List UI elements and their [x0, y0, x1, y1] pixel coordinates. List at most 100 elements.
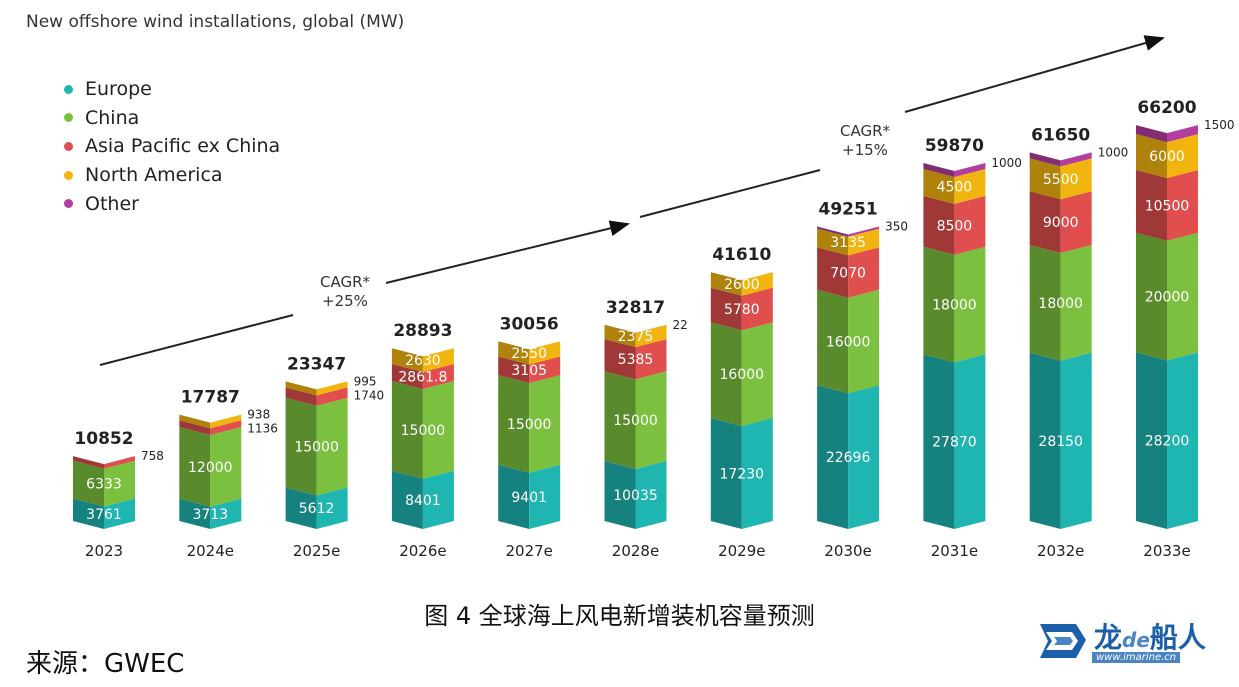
- legend-item-china: China: [64, 104, 280, 133]
- bar-2025e-north-america-left: [285, 381, 317, 396]
- bar-2027e-china-left: [498, 375, 530, 473]
- cagr-annotation-1: CAGR* +25%: [310, 273, 380, 311]
- total-label-2033e: 66200: [1137, 98, 1196, 118]
- value-label-2030e-china: 16000: [826, 334, 871, 350]
- logo-text-b: de: [1122, 628, 1150, 652]
- value-label-2031e-europe: 27870: [932, 435, 977, 451]
- bar-2026e-china-right: [422, 381, 454, 479]
- trend-line-1a: [99, 314, 294, 366]
- value-label-2027e-china: 15000: [507, 417, 552, 433]
- bar-2028e-north-america-left: [604, 324, 636, 348]
- bar-2030e-north-america-right: [848, 228, 880, 256]
- bar-2024e-china-left: [179, 427, 211, 507]
- bar-2032e-other-left: [1029, 152, 1061, 167]
- value-label-2032e-china: 18000: [1038, 296, 1083, 312]
- bar-2027e-north-america-left: [498, 341, 530, 365]
- bar-2024e-north-america-right: [210, 414, 242, 429]
- value-label-2024e-china: 12000: [188, 460, 233, 476]
- legend-swatch-north-america: [64, 170, 73, 180]
- trend-line-1b: [385, 220, 630, 284]
- value-label-2028e-europe: 10035: [613, 488, 658, 504]
- legend-swatch-other: [64, 199, 73, 209]
- value-label-2030e-europe: 22696: [826, 450, 871, 466]
- value-label-2031e-apac: 8500: [937, 218, 973, 234]
- figure-caption: 图 4 全球海上风电新增装机容量预测: [424, 602, 815, 630]
- x-tick-2027e: 2027e: [505, 542, 552, 560]
- legend-item-europe: Europe: [64, 75, 280, 104]
- legend-item-other: Other: [64, 189, 280, 218]
- legend-item-north-america: North America: [64, 161, 280, 190]
- bar-2032e-apac-right: [1060, 191, 1092, 254]
- value-label-2033e-other: 1500: [1204, 118, 1235, 132]
- bar-2029e-europe-right: [741, 417, 773, 529]
- total-label-2028e: 32817: [606, 298, 665, 318]
- total-label-2029e: 41610: [712, 245, 771, 265]
- bar-2023-apac-left: [73, 456, 104, 469]
- bar-2030e-north-america-left: [817, 228, 849, 256]
- logo-wordmark: 龙de船人: [1094, 616, 1206, 656]
- bar-2026e-apac-right: [422, 363, 454, 390]
- x-tick-2023: 2023: [85, 542, 123, 560]
- bar-2030e-apac-left: [817, 247, 849, 298]
- bar-2026e-apac-left: [391, 363, 423, 390]
- bar-2024e-north-america-left: [179, 414, 211, 429]
- legend-label-china: China: [85, 106, 140, 129]
- bar-2033e-europe-left: [1136, 352, 1167, 529]
- value-label-2028e-other: 22: [673, 318, 688, 332]
- value-label-2029e-apac: 5780: [724, 302, 760, 318]
- bar-2030e-apac-right: [848, 247, 880, 298]
- value-label-2029e-europe: 17230: [720, 466, 765, 482]
- bar-2031e-north-america-right: [954, 168, 986, 204]
- trend-line-2b: [904, 35, 1165, 113]
- bar-2031e-other-left: [923, 162, 955, 177]
- cagr-1-line1: CAGR*: [319, 273, 371, 291]
- x-tick-2024e: 2024e: [187, 542, 234, 560]
- bar-2025e-china-left: [285, 397, 317, 496]
- bar-2027e-china-right: [529, 375, 561, 473]
- value-label-2026e-china: 15000: [401, 423, 446, 439]
- bar-2023-europe-left: [73, 498, 104, 529]
- value-label-2031e-china: 18000: [932, 298, 977, 314]
- bar-2031e-other-right: [954, 162, 986, 177]
- value-label-2033e-north-america: 6000: [1149, 149, 1185, 165]
- bar-2028e-other-right: [635, 324, 667, 333]
- legend-swatch-apac: [64, 141, 73, 151]
- bar-2025e-apac-right: [316, 387, 348, 406]
- bar-2026e-north-america-left: [391, 348, 423, 372]
- legend-item-apac: Asia Pacific ex China: [64, 132, 280, 161]
- value-label-2027e-apac: 3105: [511, 363, 547, 379]
- value-label-2028e-china: 15000: [613, 413, 658, 429]
- value-label-2026e-europe: 8401: [405, 493, 441, 509]
- value-label-2033e-apac: 10500: [1145, 198, 1190, 214]
- value-label-2032e-apac: 9000: [1043, 215, 1079, 231]
- total-label-2025e: 23347: [287, 354, 346, 374]
- bar-2029e-north-america-right: [741, 272, 773, 296]
- logo-text-a: 龙: [1094, 621, 1123, 654]
- bar-2028e-europe-right: [635, 460, 667, 529]
- watermark-logo: 龙de船人 www.imarine.cn: [1036, 616, 1216, 666]
- cagr-2-line2: +15%: [842, 141, 888, 159]
- bar-2033e-apac-right: [1167, 169, 1198, 241]
- bar-2031e-europe-right: [954, 354, 986, 529]
- bar-2028e-china-left: [604, 371, 636, 469]
- bar-2027e-europe-left: [498, 464, 530, 529]
- x-tick-2029e: 2029e: [718, 542, 765, 560]
- bar-2028e-china-right: [635, 371, 667, 469]
- legend-label-north-america: North America: [85, 164, 223, 187]
- value-label-2027e-north-america: 2550: [511, 346, 547, 362]
- bar-2030e-other-left: [817, 226, 849, 237]
- x-tick-2030e: 2030e: [824, 542, 871, 560]
- value-label-2028e-north-america: 2375: [618, 329, 654, 345]
- bar-2023-europe-right: [104, 498, 135, 529]
- value-label-2024e-apac: 1136: [247, 422, 278, 436]
- bar-2029e-china-right: [741, 322, 773, 426]
- x-tick-2026e: 2026e: [399, 542, 446, 560]
- bar-2030e-other-right: [848, 226, 880, 237]
- value-label-2024e-europe: 3713: [192, 507, 228, 523]
- bar-2032e-north-america-right: [1060, 158, 1092, 200]
- bar-2027e-apac-right: [529, 356, 561, 384]
- bar-2029e-europe-left: [710, 417, 742, 529]
- bar-2029e-apac-right: [741, 287, 773, 331]
- bar-2025e-north-america-right: [316, 381, 348, 396]
- bar-2023-apac-right: [104, 456, 135, 469]
